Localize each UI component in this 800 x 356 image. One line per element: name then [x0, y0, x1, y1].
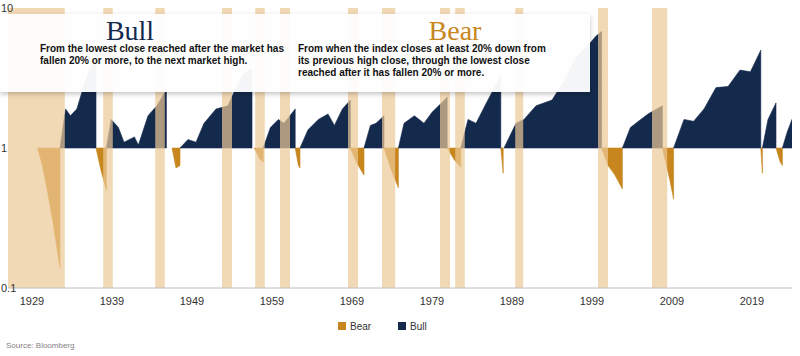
x-tick-label: 1969 [340, 295, 364, 307]
annotation-text: its previous high close, through the low… [298, 55, 530, 66]
source: Source: Bloomberg [6, 341, 74, 350]
x-tick-label: 1999 [580, 295, 604, 307]
y-tick-label: 10 [1, 2, 13, 14]
y-tick-label: 1 [1, 142, 7, 154]
x-tick-label: 2019 [740, 295, 764, 307]
annotation-text: reached after it has fallen 20% or more. [298, 67, 484, 78]
x-tick-label: 2009 [660, 295, 684, 307]
legend-label: Bull [410, 321, 427, 332]
annotation-box [0, 14, 590, 92]
shaded-period [652, 8, 667, 288]
x-tick-label: 1989 [500, 295, 524, 307]
x-axis-line [8, 288, 792, 289]
shaded-period [598, 8, 608, 288]
x-tick-label: 1959 [260, 295, 284, 307]
plot-area [8, 8, 792, 288]
legend-label: Bear [350, 321, 372, 332]
annotation-text: From the lowest close reached after the … [40, 43, 284, 54]
annotation-text: From when the index closes at least 20% … [298, 43, 546, 54]
annotation-title: Bull [106, 15, 154, 46]
annotation-text: fallen 20% or more, to the next market h… [40, 55, 247, 66]
legend-swatch [338, 322, 346, 330]
x-tick-label: 1949 [180, 295, 204, 307]
x-tick-label: 1929 [20, 295, 44, 307]
x-tick-label: 1979 [420, 295, 444, 307]
x-tick-label: 1939 [100, 295, 124, 307]
annotation-title: Bear [429, 15, 483, 46]
chart: BullFrom the lowest close reached after … [0, 0, 800, 356]
y-tick-label: 0.1 [1, 282, 16, 294]
area-bear [38, 148, 783, 268]
legend-swatch [398, 322, 406, 330]
